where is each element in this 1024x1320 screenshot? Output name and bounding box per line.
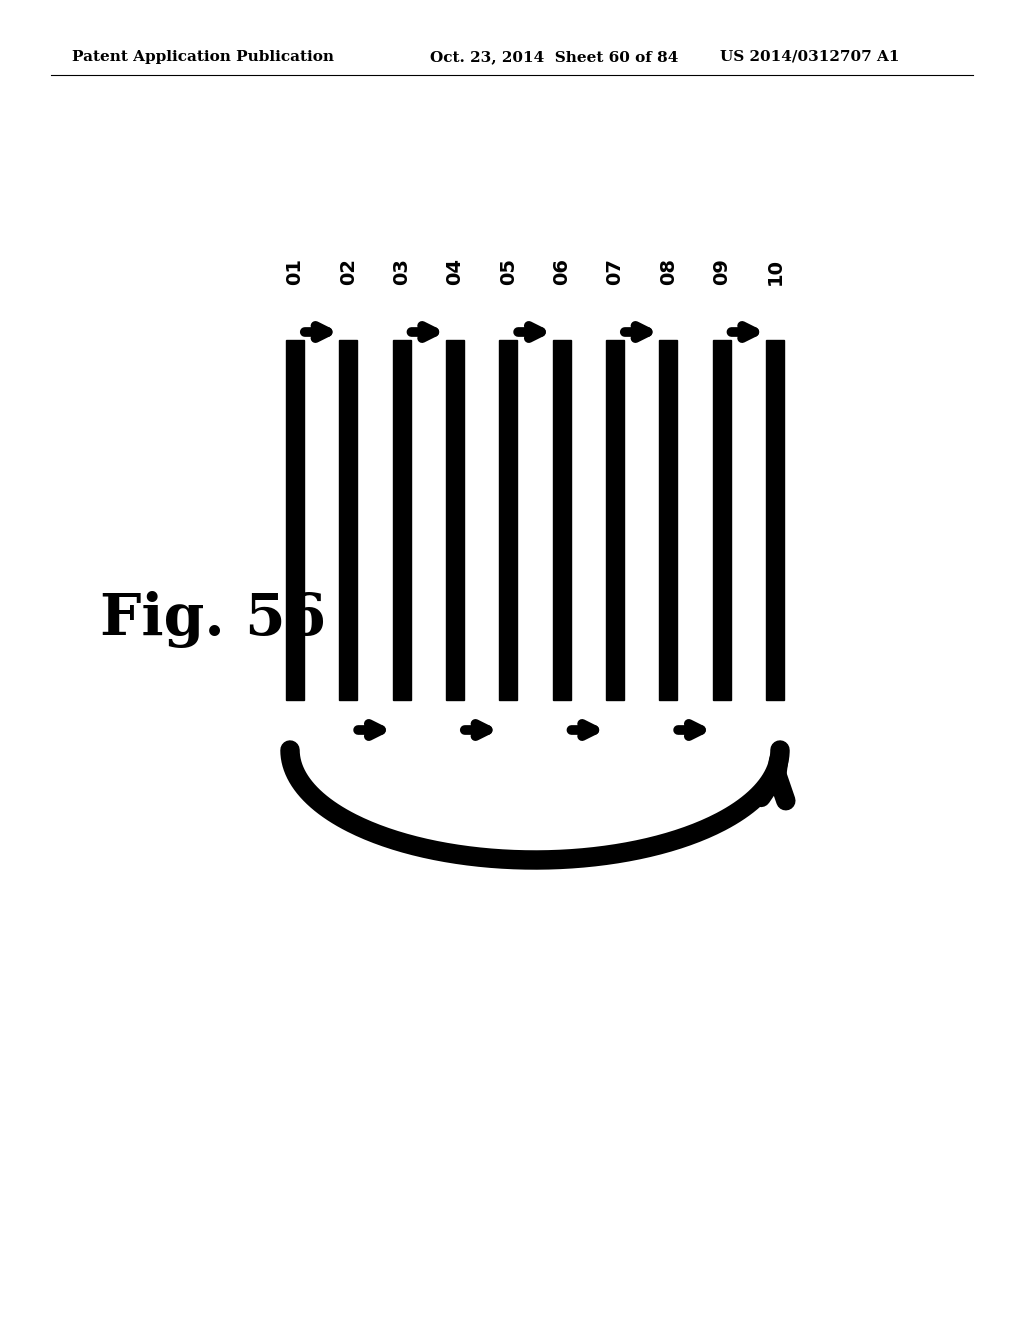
Text: 03: 03 (392, 259, 412, 285)
Text: 10: 10 (766, 257, 784, 285)
Text: Patent Application Publication: Patent Application Publication (72, 50, 334, 63)
Bar (553, 341, 570, 700)
Text: Fig. 56: Fig. 56 (100, 591, 326, 648)
Bar (500, 341, 517, 700)
Text: 01: 01 (286, 257, 304, 285)
Text: Oct. 23, 2014  Sheet 60 of 84: Oct. 23, 2014 Sheet 60 of 84 (430, 50, 678, 63)
Text: 02: 02 (339, 257, 357, 285)
Bar (392, 341, 411, 700)
Text: 05: 05 (499, 257, 518, 285)
Text: 08: 08 (658, 257, 678, 285)
Bar (766, 341, 784, 700)
Bar (339, 341, 357, 700)
Text: 04: 04 (445, 257, 465, 285)
Text: US 2014/0312707 A1: US 2014/0312707 A1 (720, 50, 899, 63)
Bar (713, 341, 731, 700)
Text: 09: 09 (712, 259, 731, 285)
Bar (446, 341, 464, 700)
Bar (606, 341, 624, 700)
Text: 07: 07 (605, 259, 625, 285)
Text: 06: 06 (552, 257, 571, 285)
Bar (286, 341, 304, 700)
Bar (659, 341, 677, 700)
